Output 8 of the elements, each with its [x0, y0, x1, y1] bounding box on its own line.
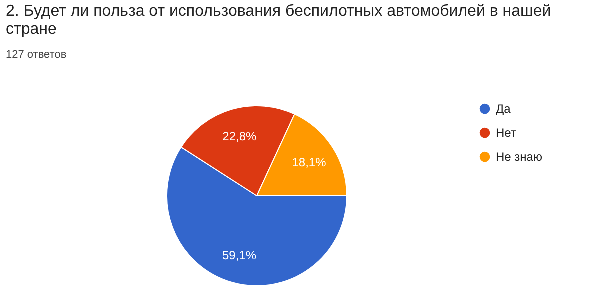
- legend-label: Да: [496, 102, 512, 116]
- data-label: 22,8%: [222, 129, 258, 144]
- legend-label: Не знаю: [496, 150, 542, 164]
- data-label: 59,1%: [222, 248, 257, 262]
- legend-label: Нет: [496, 126, 517, 140]
- text: 127 ответов: [6, 49, 67, 61]
- data-label: 18,1%: [292, 156, 327, 170]
- chart-title: 2. Будет ли польза от использования беспилотных автомобилей в нашей стране: [6, 3, 552, 38]
